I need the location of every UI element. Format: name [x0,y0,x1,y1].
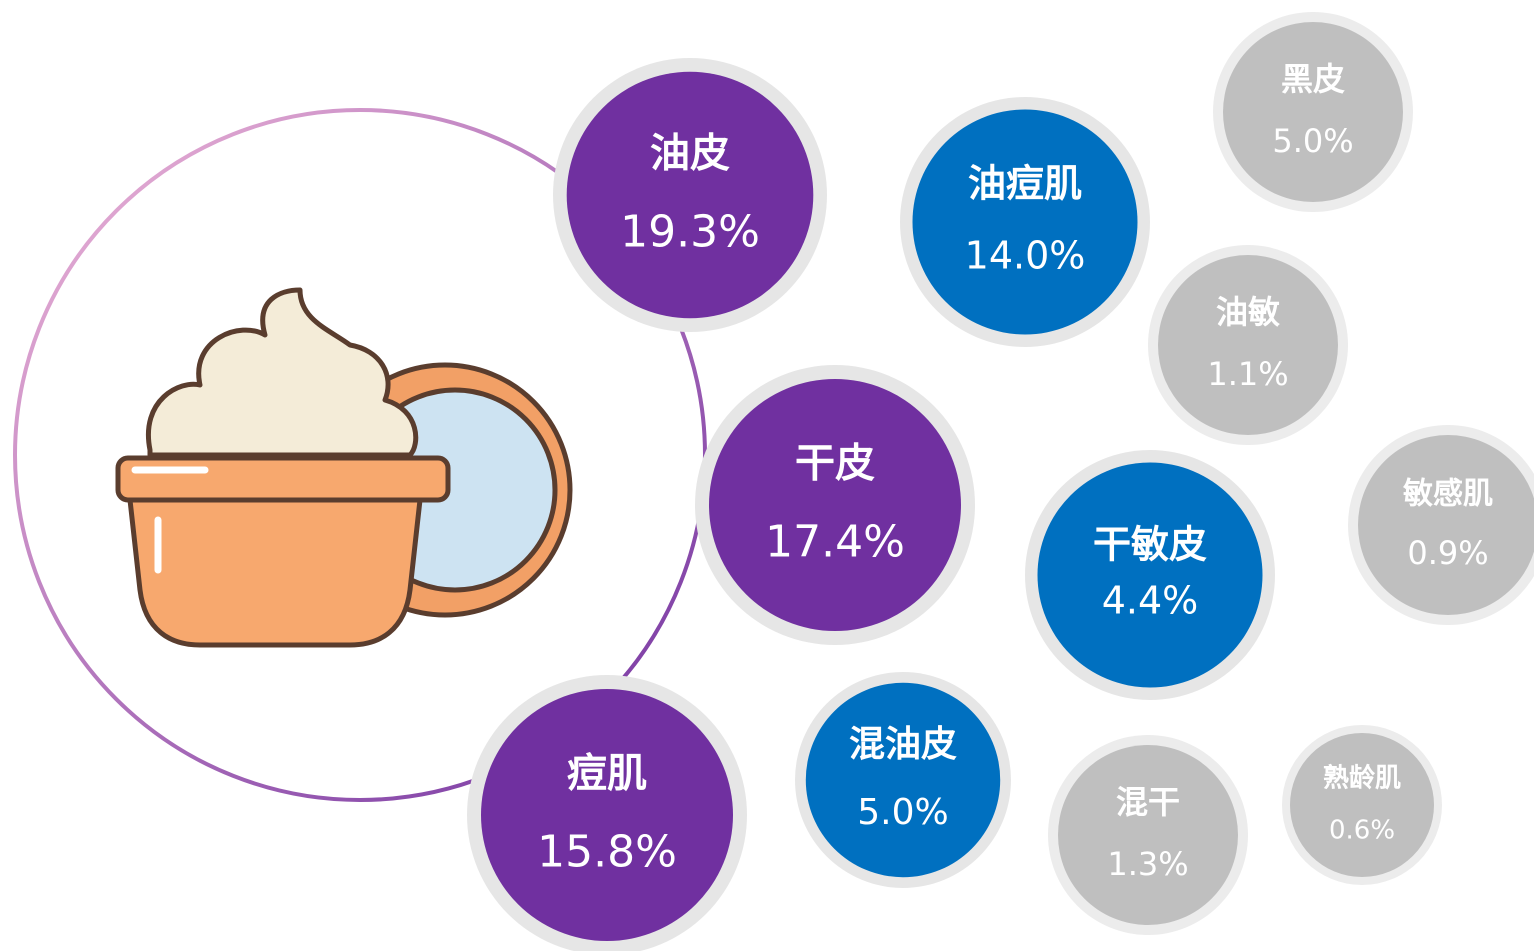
bubble-label: 油痘肌 [968,162,1082,206]
bubble [481,689,733,941]
bubble-value: 5.0% [1272,122,1353,160]
bubble-value: 0.6% [1329,815,1395,845]
bubble-label: 熟龄肌 [1323,763,1401,794]
bubble-value: 4.4% [1102,579,1199,623]
bubble [1158,255,1338,435]
bubble-label: 干敏皮 [1093,523,1207,567]
bubble [709,379,961,631]
bubble-value: 1.3% [1107,845,1188,883]
bubble-label: 黑皮 [1281,60,1345,98]
bubble-label: 油敏 [1216,293,1280,331]
bubble-value: 14.0% [965,233,1086,277]
bubble-label: 混干 [1116,783,1180,821]
bubble-value: 0.9% [1407,534,1488,572]
bubble [805,682,1001,878]
bubble-label: 干皮 [795,441,875,487]
bubble-label: 敏感肌 [1403,476,1493,511]
bubble [1058,745,1238,925]
bubble-label: 油皮 [650,131,730,177]
bubble [566,71,814,319]
bubble-value: 17.4% [765,516,905,567]
bubble-label: 痘肌 [567,751,647,797]
bubble-value: 1.1% [1207,355,1288,393]
bubble [1358,435,1534,615]
bubble [1223,22,1403,202]
bubble [912,109,1138,335]
bubble [1037,462,1263,688]
bubble-value: 15.8% [537,826,677,877]
bubble-value: 5.0% [857,792,948,833]
cream-jar-icon [115,287,573,648]
bubble-value: 19.3% [620,206,760,257]
bubble-label: 混油皮 [849,724,957,765]
bubble [1290,733,1434,877]
